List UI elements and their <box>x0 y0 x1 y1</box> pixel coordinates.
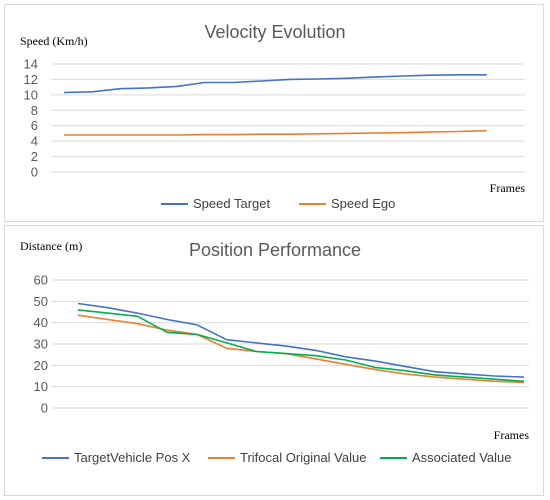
x-axis-label: Frames <box>494 428 530 442</box>
series-line-2 <box>77 314 525 384</box>
y-tick-label: 60 <box>34 273 48 288</box>
position-chart: Position Performance Distance (m) Frames 0 1… <box>20 239 530 465</box>
series-line-1 <box>77 302 525 378</box>
legend-label: Trifocal Original Value <box>240 450 366 465</box>
legend-label: Associated Value <box>412 450 512 465</box>
y-tick-label: 50 <box>34 294 48 309</box>
y-tick-label: 6 <box>31 118 38 133</box>
velocity-chart-panel: Velocity Evolution Speed (Km/h) Frames 0 2 4 6… <box>4 4 544 222</box>
y-tick-label: 10 <box>24 87 38 102</box>
legend-label: Speed Ego <box>331 196 395 211</box>
series-line-3 <box>77 309 525 383</box>
y-tick-label: 10 <box>34 379 48 394</box>
y-tick-label: 0 <box>31 165 38 180</box>
chart-title: Velocity Evolution <box>204 22 345 42</box>
y-tick-label: 2 <box>31 149 38 164</box>
y-tick-label: 30 <box>34 337 48 352</box>
velocity-chart: Velocity Evolution Speed (Km/h) Frames 0246… <box>20 22 526 211</box>
y-tick-label: 8 <box>31 103 38 118</box>
legend-label: Speed Target <box>193 196 270 211</box>
legend-label: TargetVehicle Pos X <box>74 450 191 465</box>
series-line-1 <box>63 74 487 94</box>
y-tick-label: 14 <box>24 57 38 72</box>
y-axis-label: Speed (Km/h) <box>20 34 88 48</box>
y-tick-label: 4 <box>31 134 38 149</box>
y-tick-label: 12 <box>24 72 38 87</box>
series-line-2 <box>64 129 487 136</box>
y-axis-label: Distance (m) <box>20 239 82 253</box>
y-tick-label: 40 <box>34 315 48 330</box>
y-tick-label: 0 <box>41 401 48 416</box>
position-chart-panel: Position Performance Distance (m) Frames 0 1… <box>4 225 544 496</box>
y-tick-label: 20 <box>34 358 48 373</box>
chart-title: Position Performance <box>189 240 361 260</box>
x-axis-label: Frames <box>490 181 526 195</box>
